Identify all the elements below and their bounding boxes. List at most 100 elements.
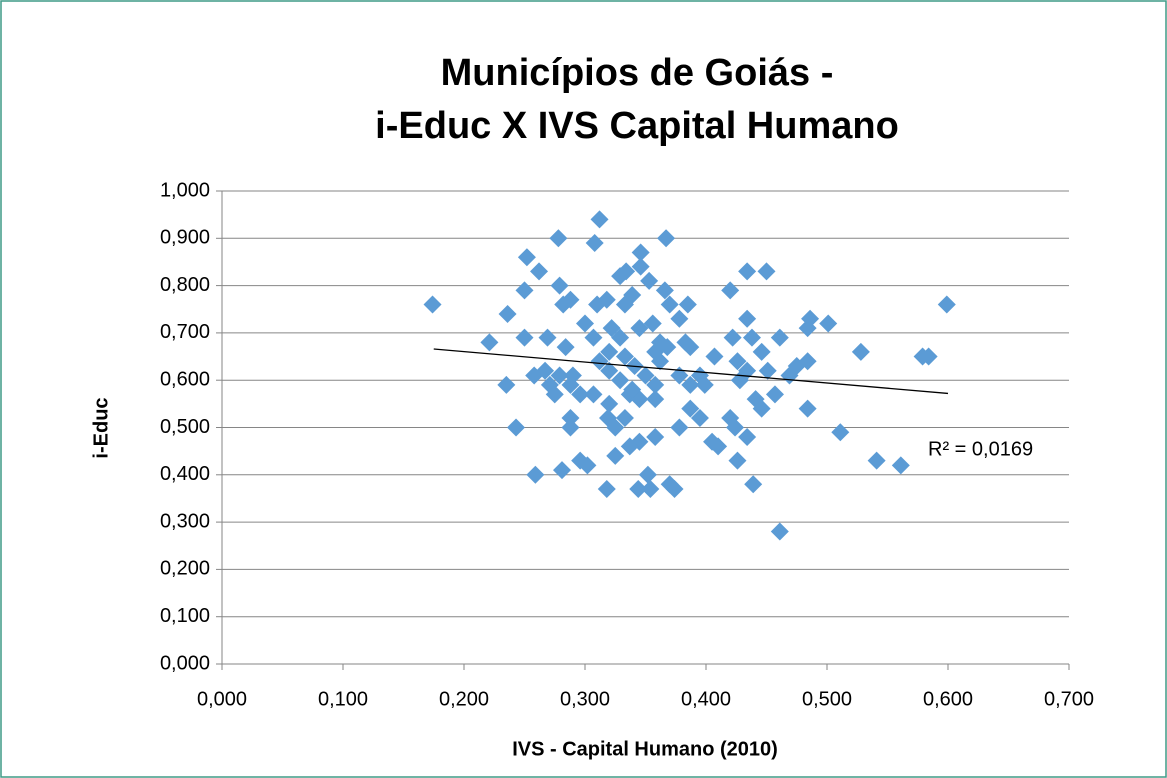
point <box>851 342 870 361</box>
y-tick-label: 0,000 <box>160 652 210 674</box>
point <box>615 295 634 314</box>
point <box>690 409 709 428</box>
x-tick-label: 0,100 <box>318 688 368 710</box>
point <box>615 409 634 428</box>
point <box>638 465 657 484</box>
point <box>629 479 648 498</box>
point <box>752 342 771 361</box>
chart-title: Municípios de Goiás - <box>441 52 834 94</box>
point <box>545 385 564 404</box>
point <box>600 361 619 380</box>
point <box>765 385 784 404</box>
chart-title: i-Educ X IVS Capital Humano <box>375 105 899 147</box>
point <box>919 347 938 366</box>
point <box>655 281 674 300</box>
point <box>615 347 634 366</box>
y-tick-label: 0,200 <box>160 558 210 580</box>
x-tick-label: 0,700 <box>1044 688 1094 710</box>
point <box>515 281 534 300</box>
point <box>640 271 659 290</box>
point <box>728 352 747 371</box>
point <box>590 352 609 371</box>
point <box>631 257 650 276</box>
point <box>554 295 573 314</box>
point <box>606 446 625 465</box>
y-tick-label: 0,700 <box>160 321 210 343</box>
point <box>631 243 650 262</box>
point <box>550 276 569 295</box>
point <box>670 309 689 328</box>
point <box>681 338 700 357</box>
point <box>597 479 616 498</box>
x-tick-label: 0,200 <box>439 688 489 710</box>
point <box>578 456 597 475</box>
point <box>623 380 642 399</box>
y-tick-label: 0,400 <box>160 463 210 485</box>
point <box>556 338 575 357</box>
point <box>670 418 689 437</box>
point <box>721 281 740 300</box>
point <box>678 295 697 314</box>
point <box>584 328 603 347</box>
trendline <box>433 348 949 395</box>
point <box>681 375 700 394</box>
x-tick-label: 0,400 <box>681 688 731 710</box>
point <box>752 399 771 418</box>
point <box>600 342 619 361</box>
point <box>646 390 665 409</box>
point <box>738 309 757 328</box>
point <box>646 342 665 361</box>
point <box>646 375 665 394</box>
y-tick-label: 0,500 <box>160 416 210 438</box>
point <box>538 328 557 347</box>
point <box>726 418 745 437</box>
y-tick-label: 0,100 <box>160 605 210 627</box>
point <box>695 375 714 394</box>
point <box>517 248 536 267</box>
point <box>563 366 582 385</box>
point <box>526 465 545 484</box>
point <box>530 262 549 281</box>
point <box>550 366 569 385</box>
point <box>891 456 910 475</box>
point <box>705 347 724 366</box>
point <box>758 361 777 380</box>
point <box>867 451 886 470</box>
point <box>831 423 850 442</box>
point <box>536 361 555 380</box>
point <box>770 328 789 347</box>
point <box>515 328 534 347</box>
point <box>585 234 604 253</box>
point <box>507 418 526 437</box>
point <box>611 328 630 347</box>
y-tick-label: 1,000 <box>160 179 210 201</box>
point <box>590 210 609 229</box>
point <box>617 262 636 281</box>
point <box>665 479 684 498</box>
point <box>660 295 679 314</box>
point <box>571 385 590 404</box>
y-tick-label: 0,600 <box>160 368 210 390</box>
point <box>819 314 838 333</box>
point <box>600 394 619 413</box>
x-tick-label: 0,600 <box>923 688 973 710</box>
x-tick-label: 0,300 <box>560 688 610 710</box>
x-tick-label: 0,000 <box>197 688 247 710</box>
point <box>798 399 817 418</box>
point <box>742 328 761 347</box>
trendline-label: R² = 0,0169 <box>928 438 1033 460</box>
point <box>646 427 665 446</box>
point <box>728 451 747 470</box>
x-tick-label: 0,500 <box>802 688 852 710</box>
point <box>643 314 662 333</box>
point <box>723 328 742 347</box>
point <box>480 333 499 352</box>
point <box>798 319 817 338</box>
point <box>630 319 649 338</box>
y-tick-label: 0,900 <box>160 227 210 249</box>
point <box>657 229 676 248</box>
point <box>423 295 442 314</box>
point <box>757 262 776 281</box>
point <box>576 314 594 333</box>
